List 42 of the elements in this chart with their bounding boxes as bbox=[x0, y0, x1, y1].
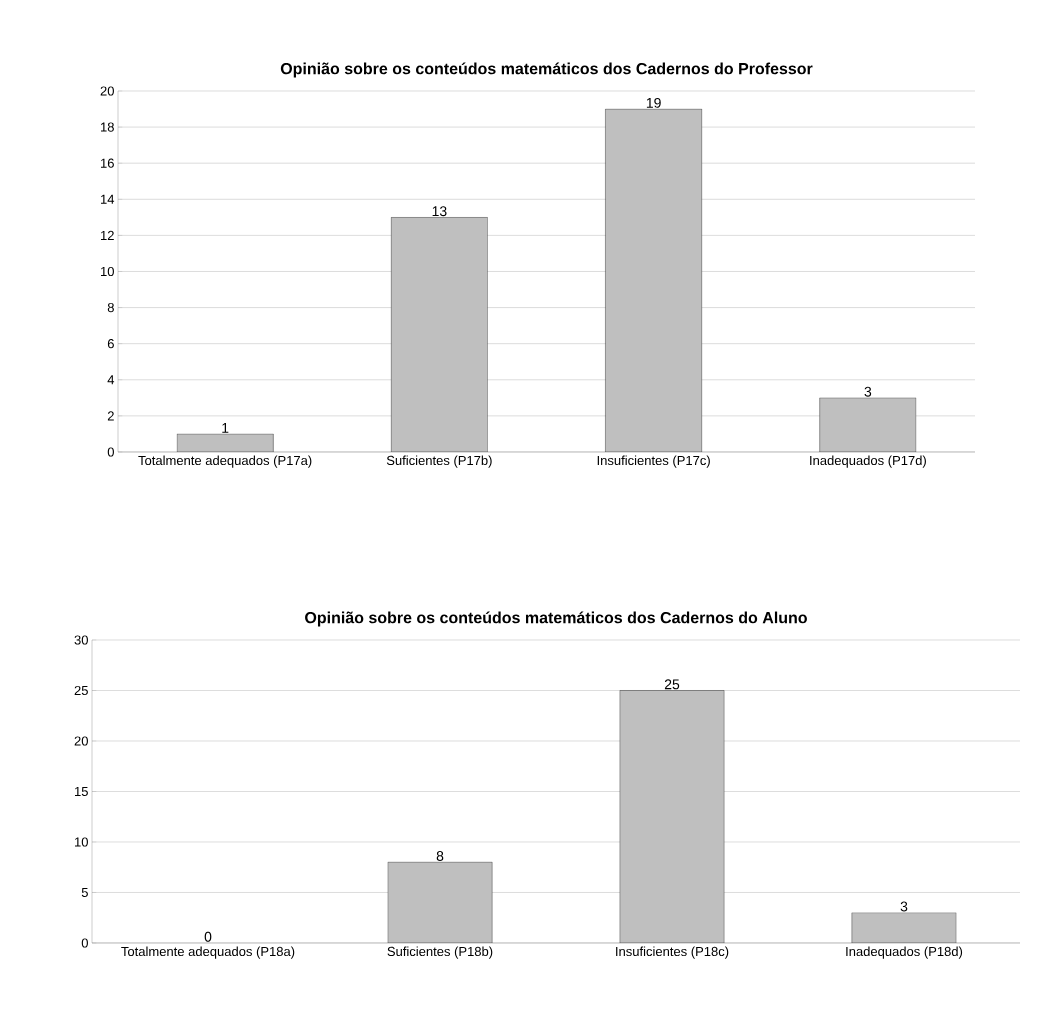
bar bbox=[387, 861, 493, 943]
y-tick-label: 16 bbox=[101, 158, 114, 168]
y-tick-label: 6 bbox=[107, 339, 114, 349]
x-tick-label: Inadequados (P17d) bbox=[810, 455, 926, 468]
y-tick-label: 0 bbox=[107, 447, 114, 457]
y-tick-label: 4 bbox=[107, 375, 115, 385]
y-tick-label: 20 bbox=[74, 736, 88, 746]
x-tick-label: Insuficientes (P17c) bbox=[597, 455, 710, 468]
bar bbox=[851, 912, 957, 943]
y-tick-label: 20 bbox=[100, 86, 114, 96]
data-label: 25 bbox=[664, 679, 680, 690]
data-label: 8 bbox=[436, 851, 444, 861]
x-tick-label: Totalmente adequados (P18a) bbox=[121, 946, 295, 959]
y-tick-label: 18 bbox=[101, 122, 114, 132]
x-tick-label: Suficientes (P18b) bbox=[387, 946, 493, 959]
bar bbox=[176, 433, 274, 452]
y-tick-label: 14 bbox=[101, 194, 115, 204]
x-tick-label: Totalmente adequados (P17a) bbox=[138, 455, 312, 468]
data-label: 1 bbox=[222, 423, 229, 433]
y-tick-label: 5 bbox=[81, 887, 88, 898]
y-tick-label: 2 bbox=[107, 411, 114, 421]
x-tick-label: Insuficientes (P18c) bbox=[616, 946, 729, 959]
chart-title: Opinião sobre os conteúdos matemáticos dos Cadernos do Professor bbox=[280, 62, 813, 78]
data-label: 19 bbox=[646, 97, 661, 108]
bar bbox=[619, 690, 725, 943]
data-label: 3 bbox=[864, 386, 872, 397]
y-tick-label: 25 bbox=[74, 685, 88, 696]
data-label: 13 bbox=[432, 206, 447, 217]
bar bbox=[819, 397, 917, 452]
y-tick-label: 8 bbox=[107, 302, 114, 313]
y-tick-label: 10 bbox=[75, 837, 88, 847]
y-tick-label: 10 bbox=[101, 266, 114, 277]
y-tick-label: 15 bbox=[75, 786, 88, 797]
data-label: 3 bbox=[900, 901, 908, 912]
data-label: 0 bbox=[204, 931, 212, 942]
y-tick-label: 12 bbox=[101, 230, 114, 240]
y-tick-label: 30 bbox=[74, 635, 88, 645]
x-tick-label: Suficientes (P17b) bbox=[386, 455, 492, 468]
chart-title: Opinião sobre os conteúdos matemáticos dos Cadernos do Aluno bbox=[305, 611, 807, 627]
x-tick-label: Inadequados (P18d) bbox=[846, 946, 963, 959]
bar bbox=[390, 217, 488, 452]
y-tick-label: 0 bbox=[81, 938, 88, 948]
